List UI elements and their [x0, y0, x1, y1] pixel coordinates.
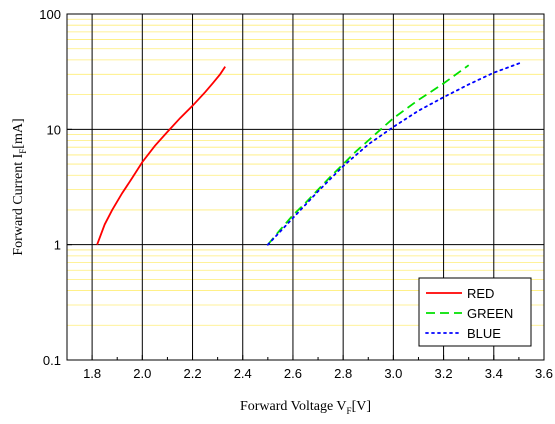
y-axis-title: Forward Current IF[mA] [11, 118, 28, 255]
x-tick-label: 3.6 [535, 366, 553, 381]
y-axis-title-sub: F [18, 149, 28, 154]
x-axis-title-main: Forward Voltage V [240, 399, 347, 414]
x-tick-label: 3.0 [384, 366, 402, 381]
x-axis-title: Forward Voltage VF[V] [240, 399, 371, 416]
x-tick-label: 3.2 [435, 366, 453, 381]
plot-frame [66, 13, 545, 361]
x-tick-label: 2.2 [183, 366, 201, 381]
x-tick-label: 2.4 [234, 366, 252, 381]
x-tick-label: 2.0 [133, 366, 151, 381]
x-tick-label: 3.4 [485, 366, 503, 381]
y-axis-title-main: Forward Current I [11, 153, 26, 255]
x-tick-label: 1.8 [83, 366, 101, 381]
series-group [96, 61, 523, 246]
legend-label-blue: BLUE [467, 326, 501, 341]
legend-label-green: GREEN [467, 306, 513, 321]
series-line-blue [266, 61, 523, 246]
series-line-red [96, 66, 226, 246]
legend-box [418, 277, 532, 347]
y-tick-label: 1 [54, 238, 61, 253]
y-tick-label: 100 [39, 7, 61, 22]
legend-label-red: RED [467, 286, 494, 301]
legend: RED GREEN BLUE [418, 277, 532, 347]
series-line-green [267, 64, 470, 246]
y-tick-label: 0.1 [43, 353, 61, 368]
x-tick-label: 2.6 [284, 366, 302, 381]
x-tick-label: 2.8 [334, 366, 352, 381]
x-axis-title-unit: [V] [352, 399, 371, 414]
y-axis-title-unit: [mA] [11, 118, 26, 148]
x-axis-title-sub: F [347, 406, 352, 416]
y-tick-label: 10 [47, 122, 61, 137]
axis-ticks: 1.8 2.0 2.2 2.4 2.6 2.8 3.0 3.2 3.4 3.6 0.1 1 10 100 [39, 7, 553, 381]
